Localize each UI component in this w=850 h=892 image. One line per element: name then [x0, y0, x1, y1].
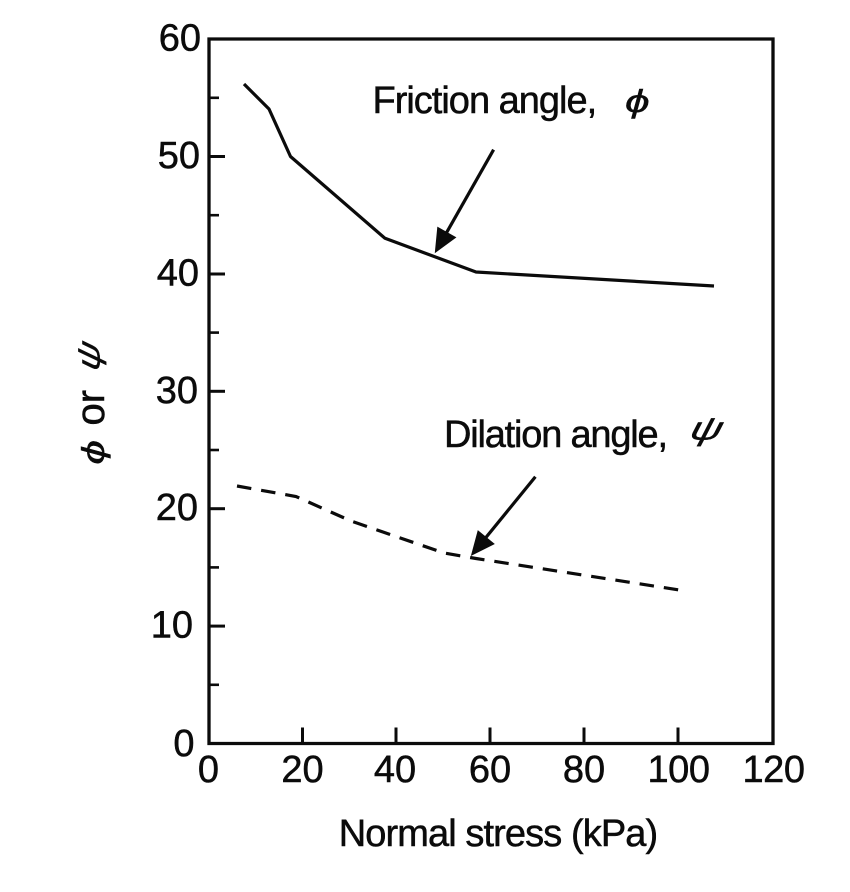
- svg-text:or: or: [69, 390, 113, 426]
- svg-text:0: 0: [173, 723, 194, 765]
- svg-text:Dilation angle,: Dilation angle,: [444, 414, 667, 456]
- svg-text:50: 50: [158, 135, 200, 177]
- svg-text:ϕ: ϕ: [76, 440, 112, 465]
- svg-text:0: 0: [198, 749, 219, 791]
- svg-text:120: 120: [743, 749, 805, 791]
- svg-text:30: 30: [156, 370, 198, 412]
- svg-text:10: 10: [151, 605, 193, 647]
- svg-text:ψ: ψ: [70, 337, 107, 374]
- svg-text:40: 40: [157, 253, 199, 295]
- svg-text:80: 80: [563, 749, 605, 791]
- svg-text:100: 100: [648, 749, 710, 791]
- svg-text:Normal stress (kPa): Normal stress (kPa): [339, 813, 658, 855]
- svg-text:40: 40: [374, 749, 416, 791]
- svg-text:ϕ: ϕ: [625, 84, 650, 120]
- svg-text:60: 60: [469, 749, 511, 791]
- svg-text:ψ: ψ: [687, 411, 728, 447]
- svg-text:20: 20: [281, 749, 323, 791]
- svg-text:20: 20: [156, 487, 198, 529]
- svg-text:60: 60: [159, 18, 201, 60]
- svg-text:Friction angle,: Friction angle,: [373, 80, 597, 122]
